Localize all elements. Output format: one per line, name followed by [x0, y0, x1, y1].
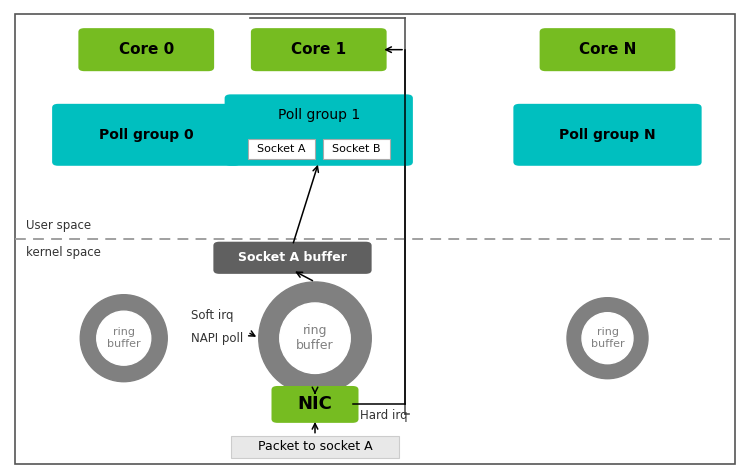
- Text: Packet to socket A: Packet to socket A: [258, 440, 372, 454]
- Text: Poll group N: Poll group N: [560, 128, 656, 142]
- Text: Soft irq: Soft irq: [191, 309, 234, 322]
- Text: User space: User space: [26, 219, 92, 232]
- Text: Core 1: Core 1: [291, 42, 346, 57]
- FancyBboxPatch shape: [79, 28, 214, 71]
- FancyBboxPatch shape: [213, 242, 372, 274]
- FancyBboxPatch shape: [251, 28, 387, 71]
- Text: Socket B: Socket B: [332, 144, 380, 154]
- Bar: [322, 139, 390, 159]
- Text: ring
buffer: ring buffer: [107, 327, 140, 349]
- Text: Socket A: Socket A: [257, 144, 305, 154]
- FancyBboxPatch shape: [514, 104, 702, 166]
- Ellipse shape: [567, 298, 648, 379]
- Text: NIC: NIC: [298, 395, 332, 413]
- FancyBboxPatch shape: [53, 104, 240, 166]
- Text: Hard irq: Hard irq: [360, 409, 408, 422]
- Ellipse shape: [259, 282, 371, 394]
- Ellipse shape: [582, 313, 633, 364]
- Text: Socket A buffer: Socket A buffer: [238, 251, 347, 264]
- Text: Poll group 0: Poll group 0: [99, 128, 194, 142]
- Text: ring
buffer: ring buffer: [296, 324, 334, 352]
- Text: kernel space: kernel space: [26, 246, 101, 259]
- Ellipse shape: [280, 303, 350, 374]
- Ellipse shape: [97, 311, 151, 365]
- Text: Poll group 1: Poll group 1: [278, 108, 360, 122]
- Text: Core N: Core N: [579, 42, 636, 57]
- Text: Core 0: Core 0: [118, 42, 174, 57]
- Ellipse shape: [80, 295, 167, 382]
- FancyBboxPatch shape: [225, 95, 412, 166]
- FancyBboxPatch shape: [540, 28, 676, 71]
- Bar: [231, 436, 399, 458]
- FancyBboxPatch shape: [272, 386, 358, 423]
- Bar: [248, 139, 315, 159]
- Text: NAPI poll: NAPI poll: [191, 332, 244, 345]
- Text: ring
buffer: ring buffer: [591, 327, 624, 349]
